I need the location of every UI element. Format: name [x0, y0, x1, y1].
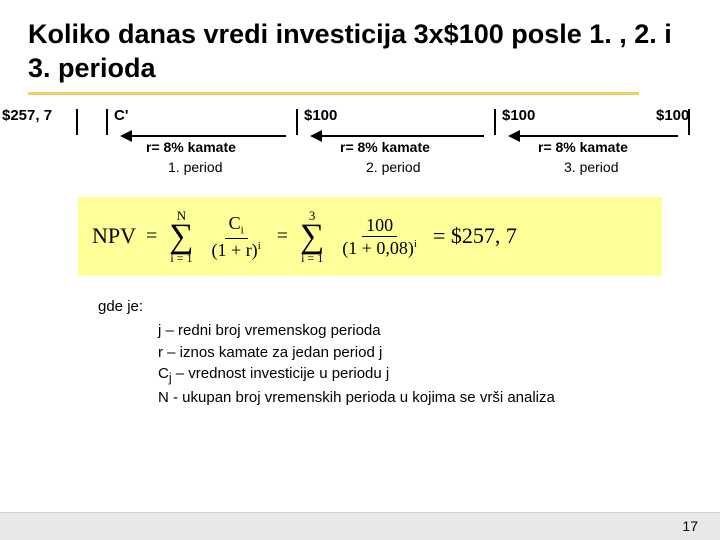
period-label: 3. period: [564, 159, 618, 175]
timeline-tick: [76, 109, 78, 135]
timeline-tick: [494, 109, 496, 135]
formula-result: = $257, 7: [433, 223, 517, 249]
arrow-body: [520, 135, 678, 137]
cashflow-label: $100: [502, 107, 535, 124]
title-underline: [28, 92, 639, 95]
equals: =: [146, 225, 157, 248]
page-number: 17: [682, 518, 698, 534]
fraction: Ci (1 + r)i: [208, 214, 265, 260]
arrow-body: [132, 135, 286, 137]
timeline-diagram: $257, 7 C' $100 $100 $100 r= 8% kamate 1…: [28, 109, 692, 179]
slide-title: Koliko danas vredi investicija 3x$100 po…: [28, 18, 692, 86]
pv-symbol-label: C': [114, 107, 128, 124]
arrow-head-icon: [310, 130, 322, 142]
timeline-tick: [106, 109, 108, 135]
sigma-icon: N ∑ i = 1: [169, 209, 193, 265]
arrow-head-icon: [120, 130, 132, 142]
legend: gde je: j – redni broj vremenskog period…: [98, 296, 692, 409]
period-label: 2. period: [366, 159, 420, 175]
timeline-tick: [296, 109, 298, 135]
rate-label: r= 8% kamate: [538, 139, 628, 155]
legend-definitions: j – redni broj vremenskog perioda r – iz…: [158, 320, 692, 409]
rate-label: r= 8% kamate: [340, 139, 430, 155]
equals: =: [277, 225, 288, 248]
legend-heading: gde je:: [98, 296, 692, 318]
rate-label: r= 8% kamate: [146, 139, 236, 155]
pv-value-label: $257, 7: [2, 107, 52, 124]
cashflow-label: $100: [304, 107, 337, 124]
footer-bar: [0, 512, 720, 540]
legend-line: N - ukupan broj vremenskih perioda u koj…: [158, 387, 692, 409]
formula-lhs: NPV: [92, 223, 136, 249]
legend-line: j – redni broj vremenskog perioda: [158, 320, 692, 342]
fraction: 100 (1 + 0,08)i: [338, 216, 421, 257]
cashflow-label: $100: [656, 107, 689, 124]
sigma-icon: 3 ∑ i = 1: [300, 209, 324, 265]
arrow-body: [322, 135, 484, 137]
slide: Koliko danas vredi investicija 3x$100 po…: [0, 0, 720, 540]
period-label: 1. period: [168, 159, 222, 175]
npv-formula: NPV = N ∑ i = 1 Ci (1 + r)i = 3 ∑ i = 1 …: [78, 197, 662, 277]
arrow-head-icon: [508, 130, 520, 142]
legend-line: Cj – vrednost investicije u periodu j: [158, 363, 692, 387]
legend-line: r – iznos kamate za jedan period j: [158, 342, 692, 364]
